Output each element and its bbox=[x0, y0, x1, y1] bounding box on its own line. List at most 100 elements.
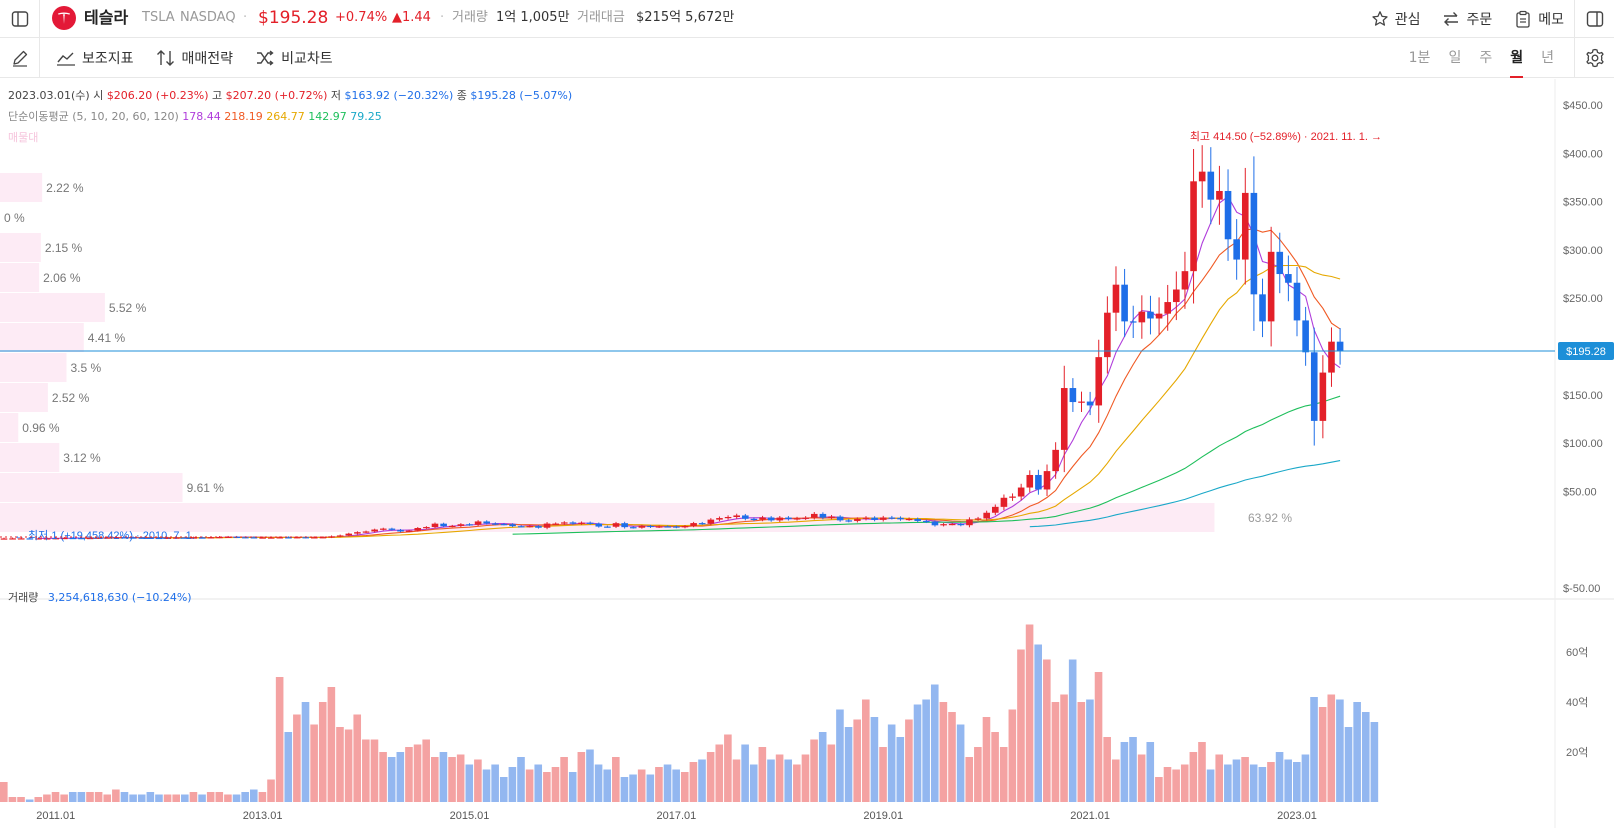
volume-bar bbox=[396, 752, 405, 802]
volume-profile-bar bbox=[0, 173, 43, 202]
candle-body bbox=[130, 537, 137, 539]
volume-profile-label: 4.41 % bbox=[88, 331, 126, 345]
volume-bar bbox=[1353, 702, 1361, 802]
volume-bar bbox=[499, 777, 508, 802]
candle-body bbox=[181, 537, 189, 539]
volume-bar bbox=[431, 757, 439, 802]
high-label: 고 bbox=[212, 89, 223, 102]
memo-button[interactable]: 메모 bbox=[1514, 9, 1564, 29]
price-axis-tick: $50.00 bbox=[1563, 486, 1597, 498]
candle-body bbox=[259, 537, 266, 539]
indicator-label: 보조지표 bbox=[82, 51, 134, 67]
separator-dot: · bbox=[440, 10, 445, 25]
period-selector: 1분 일 주 월 년 bbox=[1409, 38, 1554, 78]
strategy-button[interactable]: 매매전략 bbox=[156, 48, 234, 68]
candle-body bbox=[448, 525, 456, 528]
volume-bar bbox=[448, 757, 456, 802]
all-time-low-annotation: ← 최저 1 (+19,458.42%) · 2010. 7. 1. bbox=[14, 529, 195, 542]
stock-chart[interactable]: 2.22 % 0 % 2.15 % 2.06 % 5.52 % 4.41 % 3.5 % 2.… bbox=[0, 79, 1614, 828]
ma120-line bbox=[1029, 460, 1341, 528]
x-axis-label: 2021.01 bbox=[1070, 810, 1110, 822]
ma10-line bbox=[81, 228, 1341, 539]
volume-bar bbox=[1077, 702, 1086, 802]
candle-body bbox=[612, 523, 620, 527]
trade-value: $215억 5,672만 bbox=[636, 10, 735, 25]
candle-body bbox=[78, 538, 85, 540]
close-value: $195.28 (−5.07%) bbox=[470, 89, 573, 102]
volume-bar bbox=[612, 757, 620, 802]
candle-body bbox=[198, 537, 206, 539]
period-week[interactable]: 주 bbox=[1479, 50, 1493, 66]
sidebar-icon bbox=[11, 11, 28, 27]
volume-bar bbox=[646, 774, 655, 802]
volume-profile-bar bbox=[0, 293, 105, 322]
volume-bar bbox=[810, 739, 818, 802]
x-axis-label: 2023.01 bbox=[1277, 810, 1317, 822]
period-year[interactable]: 년 bbox=[1541, 50, 1554, 66]
candle-body bbox=[673, 526, 680, 528]
candle-body bbox=[647, 525, 654, 528]
volume-bar bbox=[974, 747, 982, 802]
volume-bar bbox=[1361, 712, 1370, 802]
drawing-tool-button[interactable] bbox=[0, 38, 40, 78]
price-axis-tick: $300.00 bbox=[1563, 245, 1603, 257]
volume-axis-tick: 60억 bbox=[1566, 646, 1588, 659]
candle-body bbox=[1138, 311, 1146, 323]
candle-body bbox=[931, 521, 939, 526]
open-value: $206.20 (+0.23%) bbox=[106, 89, 209, 102]
shuffle-icon bbox=[257, 50, 274, 66]
volume-bar bbox=[34, 797, 43, 802]
indicator-button[interactable]: 보조지표 bbox=[56, 48, 134, 68]
volume-bar bbox=[568, 772, 577, 802]
volume-bar bbox=[1232, 759, 1241, 802]
candle-body bbox=[1181, 271, 1189, 290]
volume-bar bbox=[353, 714, 362, 802]
candle-body bbox=[509, 524, 516, 527]
period-1min[interactable]: 1분 bbox=[1408, 50, 1431, 66]
period-month[interactable]: 월 bbox=[1510, 38, 1523, 78]
candle-body bbox=[276, 537, 284, 539]
candle-body bbox=[992, 506, 999, 513]
ticker: TSLA bbox=[142, 10, 175, 25]
candle-body bbox=[1224, 190, 1232, 240]
volume-bar bbox=[1086, 699, 1094, 802]
candle-body bbox=[1285, 274, 1292, 283]
volume-bar bbox=[1241, 757, 1249, 802]
strategy-label: 매매전략 bbox=[181, 51, 234, 67]
indicator-line-icon bbox=[57, 52, 75, 66]
volume-bar bbox=[956, 724, 965, 802]
candle-body bbox=[388, 528, 396, 530]
chart-settings-button[interactable] bbox=[1574, 38, 1614, 78]
volume-bar bbox=[1111, 759, 1120, 802]
sidebar-toggle-button[interactable] bbox=[0, 0, 40, 38]
right-panel-toggle-button[interactable] bbox=[1574, 0, 1614, 38]
volume-bar bbox=[637, 769, 646, 802]
candle-body bbox=[957, 523, 965, 526]
volume-bar bbox=[801, 754, 810, 802]
candle-body bbox=[1164, 302, 1171, 314]
volume-bar bbox=[1120, 742, 1129, 802]
volume-bar bbox=[1094, 672, 1103, 802]
x-axis-label: 2019.01 bbox=[863, 810, 903, 822]
volume-bar bbox=[1180, 764, 1189, 802]
volume-bar bbox=[663, 764, 672, 802]
candle-body bbox=[888, 517, 896, 519]
volume-profile-bar bbox=[0, 353, 67, 382]
current-price: $195.28 bbox=[258, 8, 329, 28]
order-button[interactable]: 주문 bbox=[1442, 9, 1492, 29]
volume-bar bbox=[301, 702, 310, 802]
period-day[interactable]: 일 bbox=[1448, 50, 1462, 66]
candle-body bbox=[621, 523, 628, 528]
compare-chart-button[interactable]: 비교차트 bbox=[255, 48, 333, 68]
volume-bar bbox=[439, 752, 448, 802]
watchlist-button[interactable]: 관심 bbox=[1371, 9, 1421, 29]
volume-bar bbox=[474, 759, 482, 802]
volume-bar bbox=[1163, 767, 1172, 802]
volume-bar bbox=[181, 794, 189, 802]
candle-body bbox=[595, 523, 603, 527]
candle-body bbox=[940, 524, 947, 526]
open-label: 시 bbox=[93, 89, 104, 102]
volume-bar bbox=[215, 792, 224, 802]
volume-bar bbox=[896, 737, 905, 802]
watchlist-label: 관심 bbox=[1394, 12, 1421, 28]
